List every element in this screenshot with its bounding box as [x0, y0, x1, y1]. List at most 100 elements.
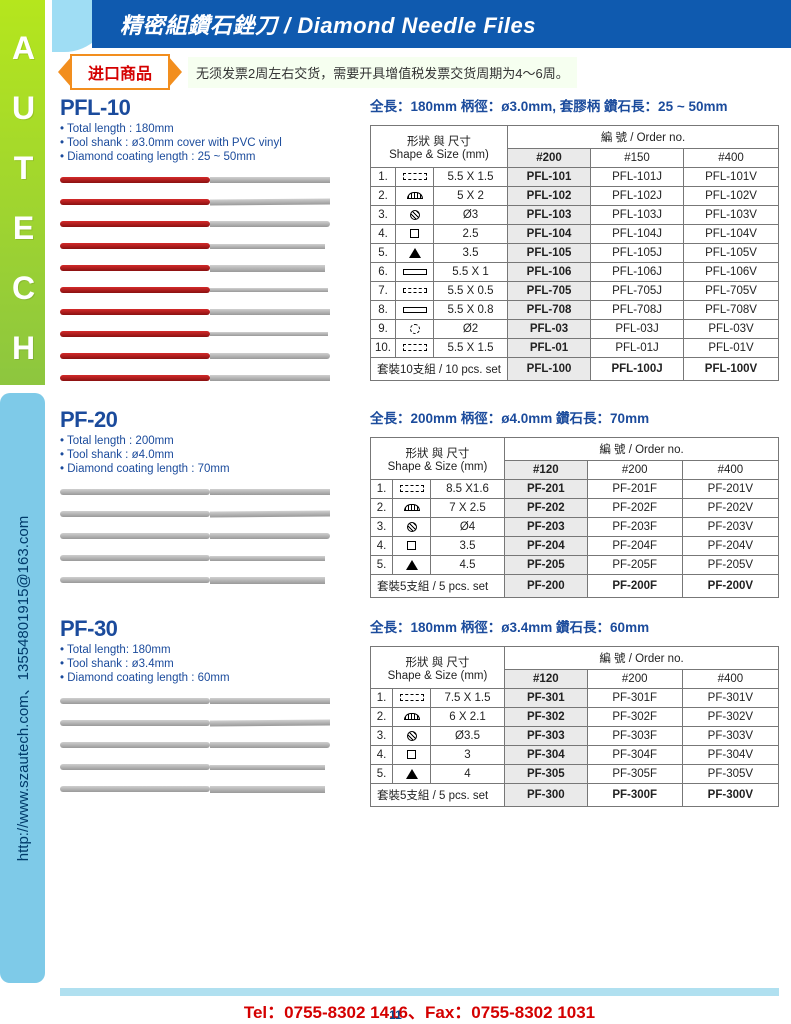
col-grit: #200	[587, 670, 682, 689]
cell-code: PF-301V	[682, 689, 778, 708]
cell-code: PFL-104	[508, 225, 591, 244]
cell-code: PF-301	[505, 689, 588, 708]
page-header: 精密組鑽石銼刀 / Diamond Needle Files	[52, 0, 791, 52]
col-grit: #400	[682, 461, 778, 480]
product-spec: • Total length : 180mm	[60, 123, 358, 135]
shape-icon	[403, 288, 427, 293]
set-row: 套裝5支組 / 5 pcs. setPF-200PF-200FPF-200V	[371, 575, 779, 598]
cell-code: PFL-105V	[684, 244, 779, 263]
cell-code: PFL-705	[508, 282, 591, 301]
cell-shape	[393, 689, 431, 708]
cell-index: 2.	[371, 499, 393, 518]
product-block: PF-20• Total length : 200mm• Tool shank …	[60, 407, 779, 598]
table-row: 4.3.5PF-204PF-204FPF-204V	[371, 537, 779, 556]
cell-code: PF-305	[505, 765, 588, 784]
product-block: PF-30• Total length: 180mm• Tool shank :…	[60, 616, 779, 807]
product-spec: • Diamond coating length : 25 ~ 50mm	[60, 151, 358, 163]
cell-size: Ø2	[434, 320, 508, 339]
shape-icon	[400, 485, 424, 492]
product-headline: 全長：180mm 柄徑：ø3.0mm, 套膠柄 鑽石長：25 ~ 50mm	[370, 95, 779, 115]
cell-index: 2.	[371, 187, 396, 206]
cell-code: PFL-104J	[591, 225, 684, 244]
file-tip	[210, 786, 325, 793]
col-order-no: 編 號 / Order no.	[505, 647, 779, 670]
table-row: 6.5.5 X 1PFL-106PFL-106JPFL-106V	[371, 263, 779, 282]
product-spec: • Total length: 180mm	[60, 644, 358, 656]
cell-size: 5.5 X 1.5	[434, 168, 508, 187]
cell-shape	[393, 537, 431, 556]
brand-vertical: AUTECH	[0, 0, 45, 385]
footer-tel: Tel：0755-8302 1416、Fax：0755-8302 1031	[244, 998, 595, 1023]
cell-index: 5.	[371, 556, 393, 575]
brand-letter: E	[13, 198, 32, 258]
shape-icon	[400, 694, 424, 701]
file-handle	[60, 720, 210, 726]
cell-index: 4.	[371, 225, 396, 244]
table-row: 5.4.5PF-205PF-205FPF-205V	[371, 556, 779, 575]
import-ribbon: 进口商品 无须发票2周左右交货，需要开具增值税发票交货周期为4～6周。	[58, 54, 577, 90]
set-code: PF-300F	[587, 784, 682, 807]
cell-size: 5.5 X 0.8	[434, 301, 508, 320]
cell-size: 8.5 X1.6	[431, 480, 505, 499]
file-tip	[210, 719, 330, 726]
cell-code: PF-205	[505, 556, 588, 575]
cell-code: PFL-705J	[591, 282, 684, 301]
shape-icon	[409, 248, 421, 258]
cell-index: 3.	[371, 518, 393, 537]
cell-code: PF-303V	[682, 727, 778, 746]
shape-icon	[403, 173, 427, 180]
shape-icon	[410, 210, 420, 220]
set-code: PF-300	[505, 784, 588, 807]
delivery-notice: 无须发票2周左右交货，需要开具增值税发票交货周期为4～6周。	[188, 57, 577, 88]
file-handle	[60, 331, 210, 337]
cell-code: PF-305V	[682, 765, 778, 784]
shape-icon	[407, 731, 417, 741]
cell-code: PF-202F	[587, 499, 682, 518]
brand-letter: T	[14, 138, 32, 198]
file-row	[60, 191, 358, 213]
col-order-no: 編 號 / Order no.	[505, 438, 779, 461]
file-row	[60, 690, 358, 712]
spec-table: 形狀 與 尺寸Shape & Size (mm)編 號 / Order no.#…	[370, 125, 779, 381]
col-grit: #120	[505, 670, 588, 689]
cell-index: 8.	[371, 301, 396, 320]
cell-index: 5.	[371, 244, 396, 263]
shape-icon	[404, 713, 420, 720]
table-row: 9.Ø2PFL-03PFL-03JPFL-03V	[371, 320, 779, 339]
cell-code: PFL-708J	[591, 301, 684, 320]
file-tip	[210, 533, 330, 539]
set-code: PFL-100	[508, 358, 591, 381]
file-handle	[60, 375, 210, 381]
cell-index: 2.	[371, 708, 393, 727]
cell-index: 1.	[371, 168, 396, 187]
cell-size: 3.5	[434, 244, 508, 263]
file-handle	[60, 221, 210, 227]
cell-size: 3	[431, 746, 505, 765]
contact-vertical: http://www.szautech.com、13554801915@163.…	[0, 393, 45, 983]
shape-icon	[406, 769, 418, 779]
cell-shape	[396, 187, 434, 206]
brand-letter: U	[12, 78, 33, 138]
shape-icon	[407, 750, 416, 759]
product-spec: • Tool shank : ø3.0mm cover with PVC vin…	[60, 137, 358, 149]
table-row: 1.5.5 X 1.5PFL-101PFL-101JPFL-101V	[371, 168, 779, 187]
table-row: 5.4PF-305PF-305FPF-305V	[371, 765, 779, 784]
product-spec: • Tool shank : ø3.4mm	[60, 658, 358, 670]
cell-shape	[396, 339, 434, 358]
cell-size: 5.5 X 0.5	[434, 282, 508, 301]
file-handle	[60, 177, 210, 183]
table-row: 3.Ø3.5PF-303PF-303FPF-303V	[371, 727, 779, 746]
cell-size: 7 X 2.5	[431, 499, 505, 518]
file-handle	[60, 353, 210, 359]
shape-icon	[404, 504, 420, 511]
cell-code: PF-203F	[587, 518, 682, 537]
cell-size: 2.5	[434, 225, 508, 244]
file-tip	[210, 742, 330, 748]
cell-code: PFL-101V	[684, 168, 779, 187]
file-row	[60, 367, 358, 389]
table-row: 2.6 X 2.1PF-302PF-302FPF-302V	[371, 708, 779, 727]
cell-code: PF-304	[505, 746, 588, 765]
cell-code: PF-201V	[682, 480, 778, 499]
table-row: 2.5 X 2PFL-102PFL-102JPFL-102V	[371, 187, 779, 206]
cell-index: 1.	[371, 480, 393, 499]
